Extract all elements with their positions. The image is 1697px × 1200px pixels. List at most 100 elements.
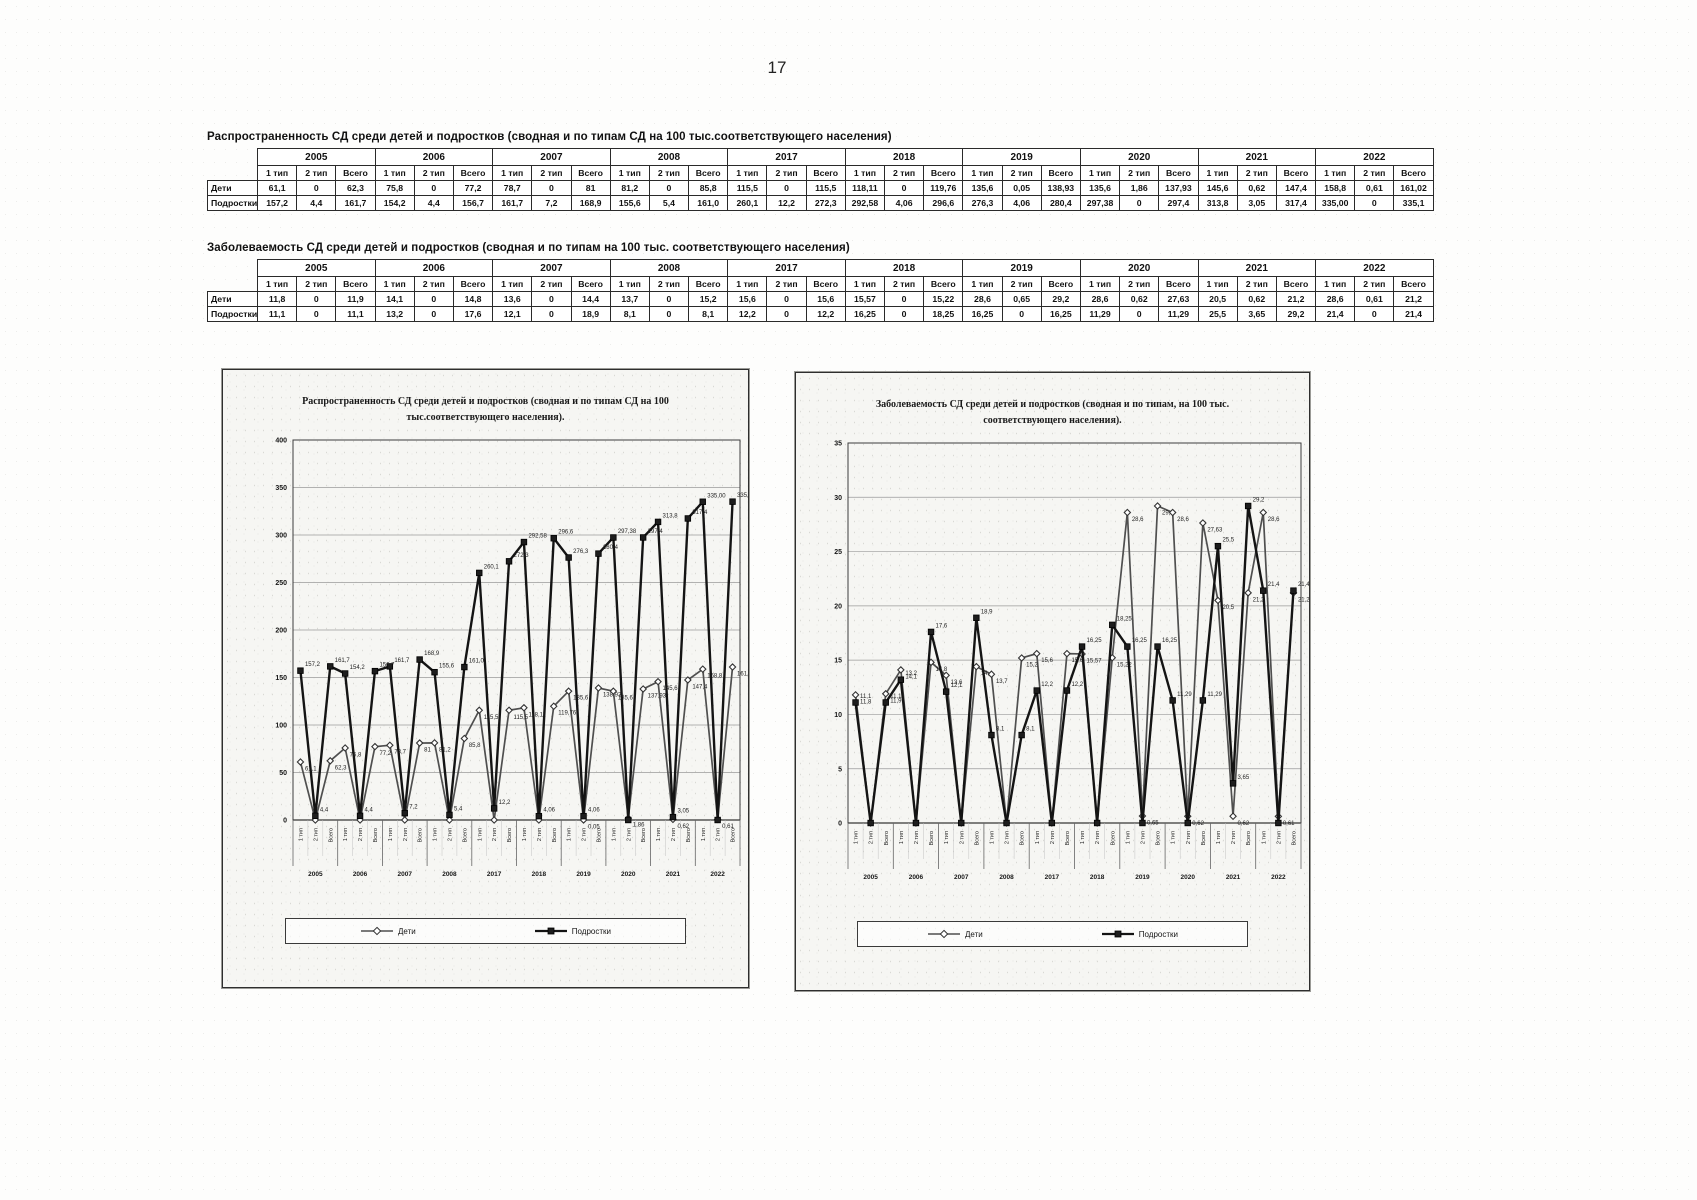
data-point-marker [1109,621,1116,629]
x-tick-label: 1 тип [477,828,483,841]
data-point-marker [490,805,498,812]
type-header-cell: Всего [923,276,964,292]
incidence-chart-title: Заболеваемость СД среди детей и подростк… [875,399,1230,426]
year-header-cell: 2018 [844,148,964,166]
x-tick-label: Всего [1246,831,1252,845]
type-header-cell: 2 тип [883,276,925,292]
x-tick-label: 2 тип [537,828,543,841]
value-cell: 155,6 [609,195,650,211]
data-point-marker [1260,587,1267,594]
data-label: 1,86 [633,823,645,829]
x-tick-label: Всего [641,828,647,842]
data-point-marker [684,515,692,522]
data-point-marker [400,816,409,824]
value-cell: 29,2 [1275,306,1317,322]
data-label: 4,06 [588,808,600,814]
y-axis-label: 100 [275,723,287,730]
type-header-cell: 1 тип [374,165,415,181]
type-header-cell: 1 тип [1079,165,1121,181]
y-axis-label: 0 [838,821,842,828]
legend-item-adolescents: Подростки [1101,929,1178,939]
data-label: 0,61 [722,824,734,830]
value-cell: 0 [1119,195,1160,211]
data-point-marker [1063,687,1071,694]
data-label: 14,4 [981,671,993,677]
value-cell: 0 [296,306,337,322]
value-cell: 0 [766,180,807,196]
year-label: 2022 [710,871,725,878]
data-label: 13,6 [951,680,963,686]
incidence-chart-legend: Дети Подростки [856,921,1249,947]
y-axis-label: 15 [834,658,842,665]
value-cell: 154,2 [374,195,415,211]
x-tick-label: Всего [328,828,334,842]
value-cell: 161,0 [688,195,729,211]
data-point-marker [867,819,874,827]
data-point-marker [1003,819,1010,827]
data-point-marker [851,691,860,699]
page-number: 17 [767,58,787,77]
value-cell: 75,8 [374,180,415,196]
type-header-cell: 2 тип [766,276,807,292]
data-label: 115,5 [514,715,529,721]
value-cell: 137,93 [1158,180,1199,196]
legend-item-adolescents: Подростки [534,926,611,936]
value-cell: 0,62 [1119,291,1160,307]
x-tick-label: 2 тип [1050,831,1056,844]
data-label: 18,25 [1117,616,1133,622]
data-label: 118,11 [528,712,546,718]
value-cell: 16,25 [962,306,1003,322]
prevalence-table: 2005 2006 2007 2008 2017 2018 2019 2020 2021 2022… [207,148,1434,211]
data-point-marker [565,554,572,561]
value-cell: 0 [883,306,925,322]
x-tick-label: 1 тип [944,831,950,844]
value-cell: 280,4 [1040,195,1081,211]
type-header-cell: Всего [688,276,729,292]
incidence-chart: Заболеваемость СД среди детей и подростк… [795,372,1310,991]
value-cell: 20,5 [1197,291,1238,307]
year-label: 2019 [1135,874,1150,881]
value-cell: 276,3 [962,195,1003,211]
data-point-marker [1229,780,1237,787]
value-cell: 13,6 [492,291,533,307]
type-header-cell: 2 тип [648,276,690,292]
value-cell: 81 [570,180,611,196]
incidence-plot: 0 5 10 15 20 25 30 35 1 тип 2 тип Всего 1 тип 2 тип В… [834,441,1309,881]
year-label: 2005 [863,874,878,881]
x-tick-label: Всего [1156,831,1162,845]
x-tick-label: Всего [1291,831,1297,845]
data-label: 0,62 [1238,821,1250,827]
type-header-cell: 2 тип [531,276,572,292]
children-series-marker-icon [928,929,961,939]
incidence-table-title: Заболеваемость СД среди детей и подростк… [207,242,850,254]
x-tick-label: 1 тип [611,828,617,841]
x-tick-label: Всего [507,828,513,842]
type-header-cell: 1 тип [962,165,1003,181]
value-cell: 156,7 [452,195,494,211]
data-point-marker [1214,596,1222,605]
type-header-cell: 1 тип [609,276,650,292]
data-point-marker [445,816,454,824]
data-point-marker [564,687,573,696]
value-cell: 15,22 [923,291,964,307]
data-label: 0,62 [1192,821,1204,827]
value-cell: 13,2 [374,306,415,322]
data-label: 12,2 [1041,682,1053,688]
data-point-marker [609,687,618,696]
data-point-marker [1124,643,1131,650]
value-cell: 292,58 [844,195,886,211]
data-point-marker [625,816,632,824]
x-tick-label: 1 тип [1035,831,1041,844]
adolescents-series-marker-icon [534,927,567,935]
data-point-marker [490,816,499,824]
data-label: 16,25 [1162,638,1178,644]
type-header-cell: 1 тип [1315,276,1356,292]
y-axis-label: 50 [279,770,287,777]
table-corner [208,149,258,166]
data-label: 154,2 [350,665,366,671]
legend-label-children: Дети [398,926,416,936]
value-cell: 115,5 [727,180,768,196]
value-cell: 61,1 [256,180,298,196]
x-tick-label: Всего [1201,831,1207,845]
data-point-marker [475,706,484,715]
